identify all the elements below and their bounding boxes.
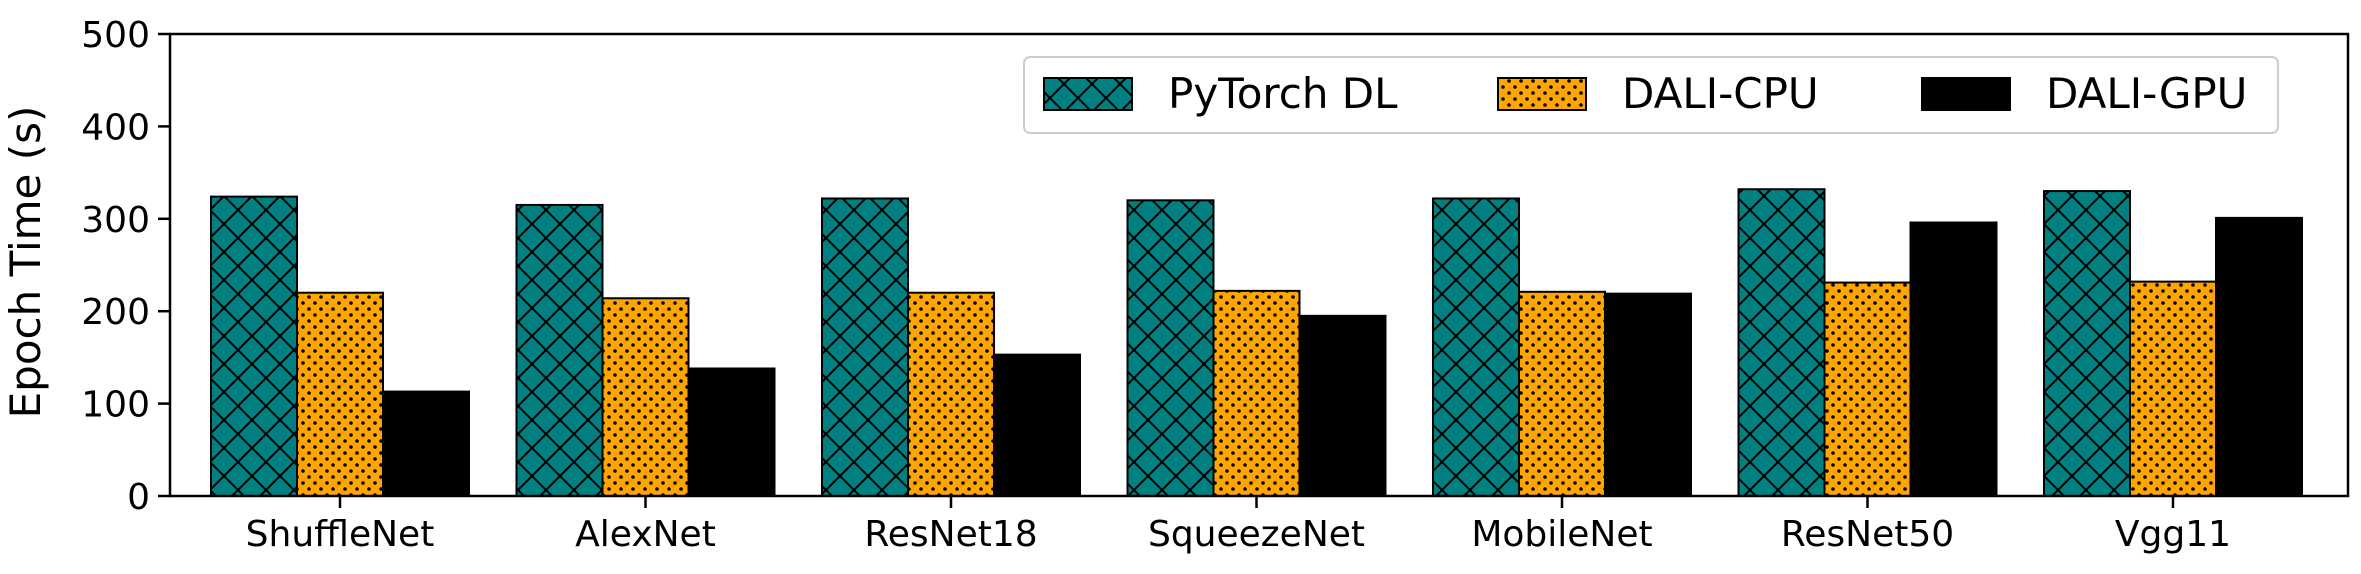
- x-tick-label: Vgg11: [2115, 514, 2231, 555]
- x-tick-label: AlexNet: [575, 514, 716, 555]
- y-tick-label: 100: [81, 385, 150, 426]
- x-tick-label: ResNet50: [1781, 514, 1954, 555]
- x-tick-label: MobileNet: [1471, 514, 1652, 555]
- bar-dali-gpu-mobilenet: [1604, 292, 1692, 498]
- bar-dali-cpu-mobilenet: [1518, 290, 1606, 497]
- y-axis: 0 100 200 300 400 500: [81, 15, 170, 518]
- legend-swatch-dali-cpu: [1497, 77, 1587, 111]
- bar-dali-cpu-resnet18: [907, 291, 995, 497]
- bar-dali-gpu-resnet50: [1909, 221, 1998, 497]
- bar-dali-cpu-shufflenet: [296, 291, 384, 497]
- x-axis: ShuffleNet AlexNet ResNet18 SqueezeNet Mobil…: [246, 496, 2231, 555]
- bar-dali-cpu-vgg11: [2129, 280, 2217, 497]
- bar-pytorch-dl-vgg11: [2043, 190, 2131, 498]
- bar-pytorch-dl-resnet50: [1737, 188, 1826, 497]
- bar-pytorch-dl-squeezenet: [1126, 199, 1215, 497]
- legend-label-pytorch-dl: PyTorch DL: [1168, 69, 1398, 118]
- y-tick-label: 200: [81, 292, 150, 333]
- x-tick-label: SqueezeNet: [1148, 514, 1365, 555]
- legend-box: [1023, 56, 2279, 134]
- bar-dali-gpu-vgg11: [2215, 216, 2303, 497]
- legend-swatch-dali-gpu: [1921, 77, 2011, 111]
- bars-group: [210, 188, 2303, 498]
- bar-dali-gpu-shufflenet: [382, 390, 470, 498]
- bar-dali-cpu-resnet50: [1823, 281, 1912, 497]
- legend-label-dali-cpu: DALI-CPU: [1622, 69, 1819, 118]
- plot-frame: [168, 32, 2350, 498]
- bar-pytorch-dl-resnet18: [821, 197, 909, 498]
- bar-pytorch-dl-shufflenet: [210, 195, 298, 497]
- x-tick-label: ShuffleNet: [246, 514, 435, 555]
- y-tick-label: 500: [81, 15, 150, 56]
- bar-dali-gpu-alexnet: [687, 367, 776, 498]
- bar-pytorch-dl-alexnet: [515, 203, 604, 497]
- bar-pytorch-dl-mobilenet: [1432, 197, 1520, 498]
- legend: PyTorch DL DALI-CPU DALI-GPU: [1023, 56, 2279, 134]
- bar-dali-gpu-resnet18: [993, 353, 1081, 497]
- legend-label-dali-gpu: DALI-GPU: [2046, 69, 2247, 118]
- bar-dali-cpu-squeezenet: [1212, 289, 1301, 498]
- y-tick-label: 400: [81, 107, 150, 148]
- legend-swatch-pytorch-dl: [1043, 77, 1133, 111]
- y-tick-label: 0: [127, 477, 150, 518]
- y-tick-label: 300: [81, 200, 150, 241]
- bar-dali-gpu-squeezenet: [1298, 314, 1387, 497]
- y-axis-label: Epoch Time (s): [1, 106, 50, 419]
- bar-dali-cpu-alexnet: [601, 297, 690, 497]
- x-tick-label: ResNet18: [864, 514, 1037, 555]
